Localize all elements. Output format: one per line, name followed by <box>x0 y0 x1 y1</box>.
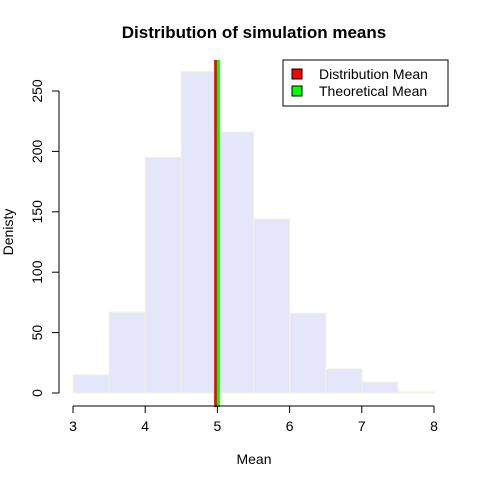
histogram-bar <box>108 311 146 394</box>
x-tick-label: 5 <box>214 418 222 434</box>
x-axis-label: Mean <box>236 451 271 467</box>
histogram-bar <box>216 131 254 394</box>
histogram-bar <box>180 71 218 394</box>
x-tick-label: 4 <box>141 418 149 434</box>
histogram-bar <box>253 218 291 394</box>
x-tick-label: 7 <box>358 418 366 434</box>
y-tick-label: 250 <box>29 79 45 103</box>
mean-lines-group <box>214 60 220 407</box>
legend-swatch <box>291 68 303 80</box>
y-axis-label: Denisty <box>0 209 16 256</box>
y-tick-label: 100 <box>29 260 45 284</box>
histogram-bar <box>361 381 399 394</box>
y-tick-label: 200 <box>29 140 45 164</box>
histogram-bar <box>289 312 327 394</box>
y-tick-label: 150 <box>29 200 45 224</box>
histogram-bar <box>144 156 182 394</box>
y-tick-label: 0 <box>29 389 45 397</box>
x-tick-label: 3 <box>69 418 77 434</box>
y-tick-label: 50 <box>29 325 45 341</box>
x-axis: 3 4 5 6 7 8 <box>69 405 438 434</box>
histogram-bar <box>72 374 110 394</box>
chart-title: Distribution of simulation means <box>122 23 386 42</box>
bars-group <box>72 71 435 394</box>
x-tick-label: 8 <box>430 418 438 434</box>
legend-entry-label: Distribution Mean <box>319 66 428 82</box>
histogram-bar <box>397 391 435 394</box>
legend-entry-label: Theoretical Mean <box>319 83 427 99</box>
histogram-bar <box>325 368 363 394</box>
legend-swatch <box>291 85 303 97</box>
x-tick-label: 6 <box>286 418 294 434</box>
y-axis: 0 50 100 150 200 250 <box>29 79 60 397</box>
legend-box <box>282 59 449 107</box>
